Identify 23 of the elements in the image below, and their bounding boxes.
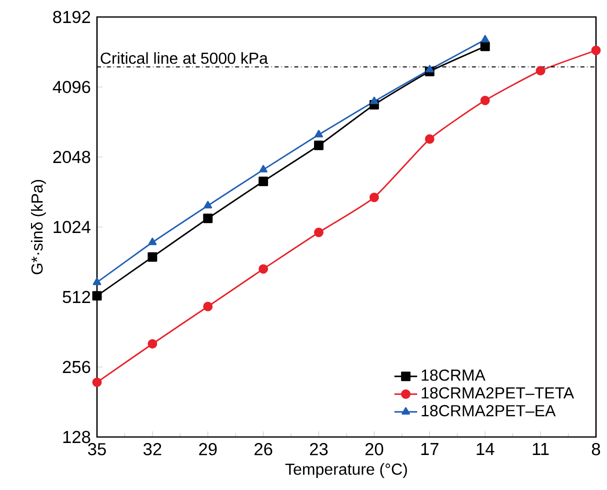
y-tick-label: 8192 xyxy=(53,10,90,24)
legend-label: 18CRMA2PET–TETA xyxy=(422,387,574,399)
x-tick-label: 17 xyxy=(421,443,438,455)
ref-line-label: Critical line at 5000 kPa xyxy=(100,52,268,64)
y-tick-label: 2048 xyxy=(53,150,90,164)
y-axis-title: G*·sinδ (kPa) xyxy=(31,180,46,274)
y-tick-label: 128 xyxy=(63,430,90,444)
x-tick-label: 26 xyxy=(254,443,272,456)
y-tick-label: 4096 xyxy=(52,80,90,94)
x-axis-title: Temperature (°C) xyxy=(285,463,407,478)
x-tick-label: 20 xyxy=(365,443,384,456)
y-tick-label: 256 xyxy=(62,360,90,374)
x-tick-label: 35 xyxy=(88,443,106,456)
x-tick-label: 8 xyxy=(592,443,600,456)
y-tick-label: 1024 xyxy=(54,220,90,234)
x-tick-label: 14 xyxy=(476,443,494,455)
x-tick-label: 32 xyxy=(143,443,162,456)
x-tick-label: 23 xyxy=(310,443,328,456)
legend-label: 18CRMA xyxy=(422,369,486,381)
legend-label: 18CRMA2PET–EA xyxy=(422,405,556,416)
y-tick-label: 512 xyxy=(62,290,90,304)
x-tick-label: 11 xyxy=(532,443,549,455)
x-tick-label: 29 xyxy=(199,443,217,456)
